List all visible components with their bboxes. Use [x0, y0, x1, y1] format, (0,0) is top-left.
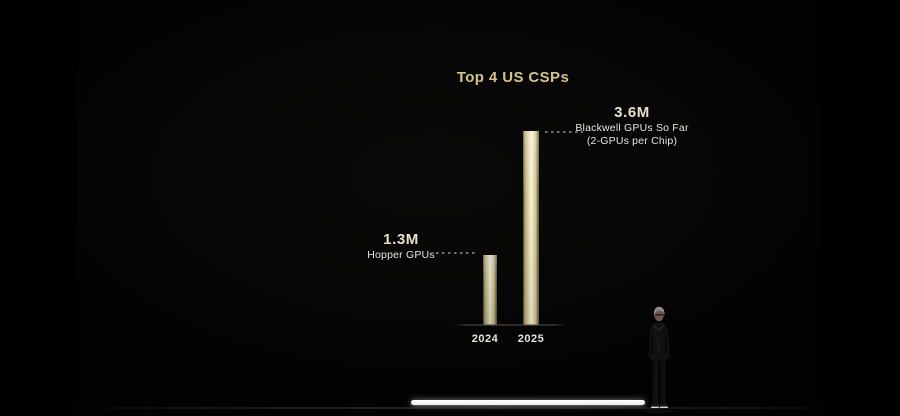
blackwell-annotation: 3.6M Blackwell GPUs So Far (2-GPUs per C…: [552, 103, 712, 148]
stage-light-strip: [411, 400, 645, 405]
presenter-shadow: [644, 409, 674, 413]
bar-2024-hopper: [483, 255, 497, 325]
presenter-jacket: [648, 322, 670, 361]
x-axis-baseline: [454, 324, 567, 326]
hopper-label: Hopper GPUs: [367, 249, 435, 261]
projection-screen: Top 4 US CSPs 3.6M Blackwell GPUs So Far…: [78, 0, 818, 416]
stage-edge-line: [45, 407, 865, 409]
hopper-annotation: 1.3M Hopper GPUs: [336, 230, 466, 262]
presenter-face: [654, 309, 664, 322]
hopper-leader-line: [436, 252, 476, 254]
presenter-hair: [653, 306, 665, 317]
x-tick-2024: 2024: [471, 333, 499, 345]
bar-2025-blackwell: [523, 131, 539, 325]
blackwell-sublabel: (2-GPUs per Chip): [586, 135, 678, 147]
blackwell-label: Blackwell GPUs So Far: [575, 122, 689, 134]
blackwell-leader-line: [545, 131, 583, 133]
hopper-value-label: 1.3M: [383, 231, 419, 248]
presenter-figure: [644, 306, 674, 413]
chart-title: Top 4 US CSPs: [456, 69, 570, 86]
x-tick-2025: 2025: [517, 333, 545, 345]
blackwell-value-label: 3.6M: [614, 104, 650, 121]
